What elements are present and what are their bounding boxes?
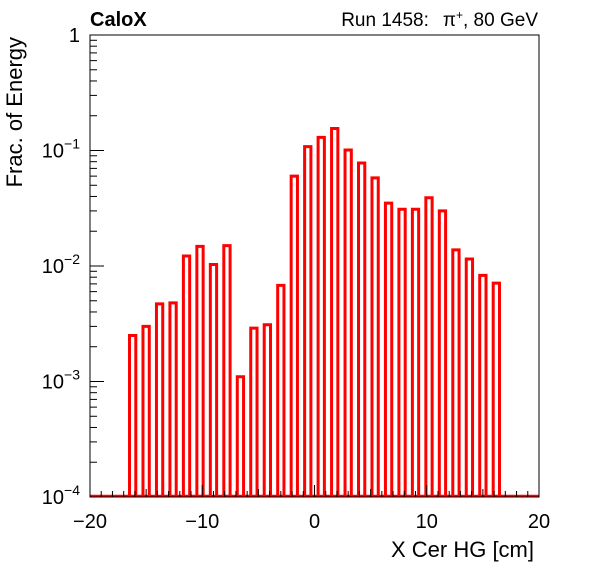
histogram-bar (208, 263, 219, 496)
x-axis: −20 −10 0 10 20 (73, 485, 550, 533)
histogram-bar (451, 248, 461, 496)
histogram-bar (383, 201, 394, 496)
histogram-bar (289, 174, 299, 496)
experiment-label: CaloX (90, 9, 147, 31)
histogram-bar (330, 127, 340, 496)
histogram-bar (235, 375, 246, 496)
x-tick-label: 0 (309, 511, 320, 533)
y-tick-label: 1 (69, 25, 80, 47)
histogram-bar (128, 334, 138, 496)
histogram-bars (90, 127, 539, 498)
histogram-bar (410, 207, 421, 496)
y-tick-label: 10−1 (42, 136, 80, 163)
histogram-bar (343, 148, 353, 496)
x-tick-label: 20 (528, 511, 550, 533)
histogram-bar (141, 324, 151, 496)
histogram-bar (262, 323, 272, 496)
histogram-bar (195, 244, 205, 496)
run-label: Run 1458: (341, 10, 429, 31)
y-tick-label: 10−2 (42, 251, 80, 278)
x-tick-label: −20 (73, 511, 107, 533)
particle-label: π (443, 10, 456, 31)
y-axis-title: Frac. of Energy (2, 37, 27, 187)
histogram-bar (168, 301, 178, 496)
histogram-bar (478, 273, 488, 496)
histogram-bar (370, 176, 380, 496)
energy-label: , 80 GeV (463, 10, 538, 31)
histogram-bar (491, 281, 501, 496)
histogram-bar (316, 135, 326, 496)
histogram-bar (397, 207, 407, 496)
y-tick-label: 10−3 (42, 367, 80, 394)
histogram-bar (424, 196, 434, 496)
histogram-bar (303, 145, 313, 496)
histogram-bar (154, 302, 165, 496)
histogram-bar (181, 254, 192, 496)
particle-charge: + (456, 8, 463, 22)
y-tick-label: 10−4 (42, 482, 80, 509)
histogram-bar (276, 283, 286, 496)
histogram-bar (357, 161, 367, 496)
x-axis-title: X Cer HG [cm] (391, 537, 534, 562)
histogram-bar (464, 257, 475, 496)
histogram-bar (222, 244, 232, 496)
run-info: Run 1458: π+, 80 GeV (341, 8, 538, 31)
histogram-bar (437, 209, 448, 496)
x-tick-label: 10 (416, 511, 438, 533)
y-axis: 1 10−1 10−2 10−3 10−4 (42, 25, 104, 509)
x-tick-label: −10 (185, 511, 219, 533)
histogram-bar (249, 326, 259, 496)
